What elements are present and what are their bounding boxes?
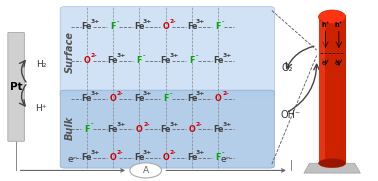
FancyBboxPatch shape	[60, 90, 274, 168]
Text: F: F	[136, 56, 142, 65]
Text: 2-: 2-	[169, 150, 176, 155]
Circle shape	[130, 163, 161, 178]
Text: e⁻: e⁻	[221, 155, 231, 164]
Bar	[319, 17, 325, 163]
Text: Fe: Fe	[134, 94, 144, 103]
Text: 3+: 3+	[196, 91, 205, 96]
Text: O: O	[215, 94, 222, 103]
Text: 2-: 2-	[143, 122, 150, 127]
Text: OH⁻: OH⁻	[280, 110, 300, 120]
FancyBboxPatch shape	[8, 32, 25, 141]
Ellipse shape	[319, 159, 345, 168]
Text: A: A	[143, 166, 149, 175]
Text: e⁻: e⁻	[335, 60, 343, 66]
Text: e⁻: e⁻	[68, 155, 78, 164]
Polygon shape	[304, 163, 360, 173]
Text: 3+: 3+	[117, 122, 126, 127]
Text: F: F	[216, 22, 221, 31]
Text: Fe: Fe	[81, 22, 92, 31]
Text: Fe: Fe	[187, 94, 197, 103]
Text: 3+: 3+	[90, 150, 99, 155]
Text: 2-: 2-	[222, 91, 229, 96]
Text: -: -	[196, 53, 198, 58]
Text: O₂: O₂	[281, 63, 293, 73]
Text: H₂: H₂	[36, 60, 47, 69]
Text: Fe: Fe	[108, 56, 118, 65]
Text: 2-: 2-	[117, 91, 123, 96]
Text: 3+: 3+	[196, 150, 205, 155]
Text: O: O	[162, 22, 169, 31]
Text: -: -	[90, 122, 93, 127]
Text: Fe: Fe	[160, 56, 171, 65]
Text: Surface: Surface	[65, 31, 74, 73]
Text: Bulk: Bulk	[65, 116, 74, 140]
Text: Fe: Fe	[134, 153, 144, 162]
Text: -: -	[143, 53, 146, 58]
Text: -: -	[169, 91, 172, 96]
Ellipse shape	[319, 10, 345, 24]
Text: Fe: Fe	[134, 22, 144, 31]
Text: 2-: 2-	[90, 53, 97, 58]
Text: -: -	[117, 19, 119, 24]
Text: 2-: 2-	[196, 122, 202, 127]
Text: Fe: Fe	[160, 125, 171, 134]
Text: h⁺: h⁺	[335, 22, 343, 28]
Text: 3+: 3+	[169, 53, 179, 58]
Text: 3+: 3+	[222, 53, 231, 58]
Text: F: F	[216, 153, 221, 162]
Text: 3+: 3+	[169, 122, 179, 127]
Text: O: O	[136, 125, 143, 134]
Bar	[319, 17, 345, 163]
Text: Fe: Fe	[187, 153, 197, 162]
Text: -: -	[222, 150, 225, 155]
Text: 3+: 3+	[143, 150, 152, 155]
Text: Fe: Fe	[81, 153, 92, 162]
Text: F: F	[84, 125, 89, 134]
Text: Fe: Fe	[81, 94, 92, 103]
Text: 3+: 3+	[90, 91, 99, 96]
Text: 2-: 2-	[117, 150, 123, 155]
Text: 3+: 3+	[117, 53, 126, 58]
Text: Pt: Pt	[10, 82, 22, 92]
Text: O: O	[162, 153, 169, 162]
Text: 3+: 3+	[222, 122, 231, 127]
Text: O: O	[189, 125, 195, 134]
Text: 3+: 3+	[143, 91, 152, 96]
FancyBboxPatch shape	[60, 7, 274, 96]
Text: 3+: 3+	[196, 19, 205, 24]
Text: 2-: 2-	[169, 19, 176, 24]
Text: h⁺: h⁺	[321, 22, 329, 28]
Text: -: -	[222, 19, 225, 24]
Text: F: F	[189, 56, 195, 65]
Text: 3+: 3+	[143, 19, 152, 24]
Text: O: O	[83, 56, 90, 65]
Text: Fe: Fe	[213, 125, 224, 134]
Text: Fe: Fe	[108, 125, 118, 134]
Text: H⁺: H⁺	[35, 104, 47, 113]
Text: F: F	[110, 22, 116, 31]
Text: Fe: Fe	[187, 22, 197, 31]
Text: O: O	[110, 153, 116, 162]
Text: F: F	[163, 94, 168, 103]
Text: 3+: 3+	[90, 19, 99, 24]
Text: Fe: Fe	[213, 56, 224, 65]
Text: O: O	[110, 94, 116, 103]
Text: e⁻: e⁻	[322, 60, 329, 66]
